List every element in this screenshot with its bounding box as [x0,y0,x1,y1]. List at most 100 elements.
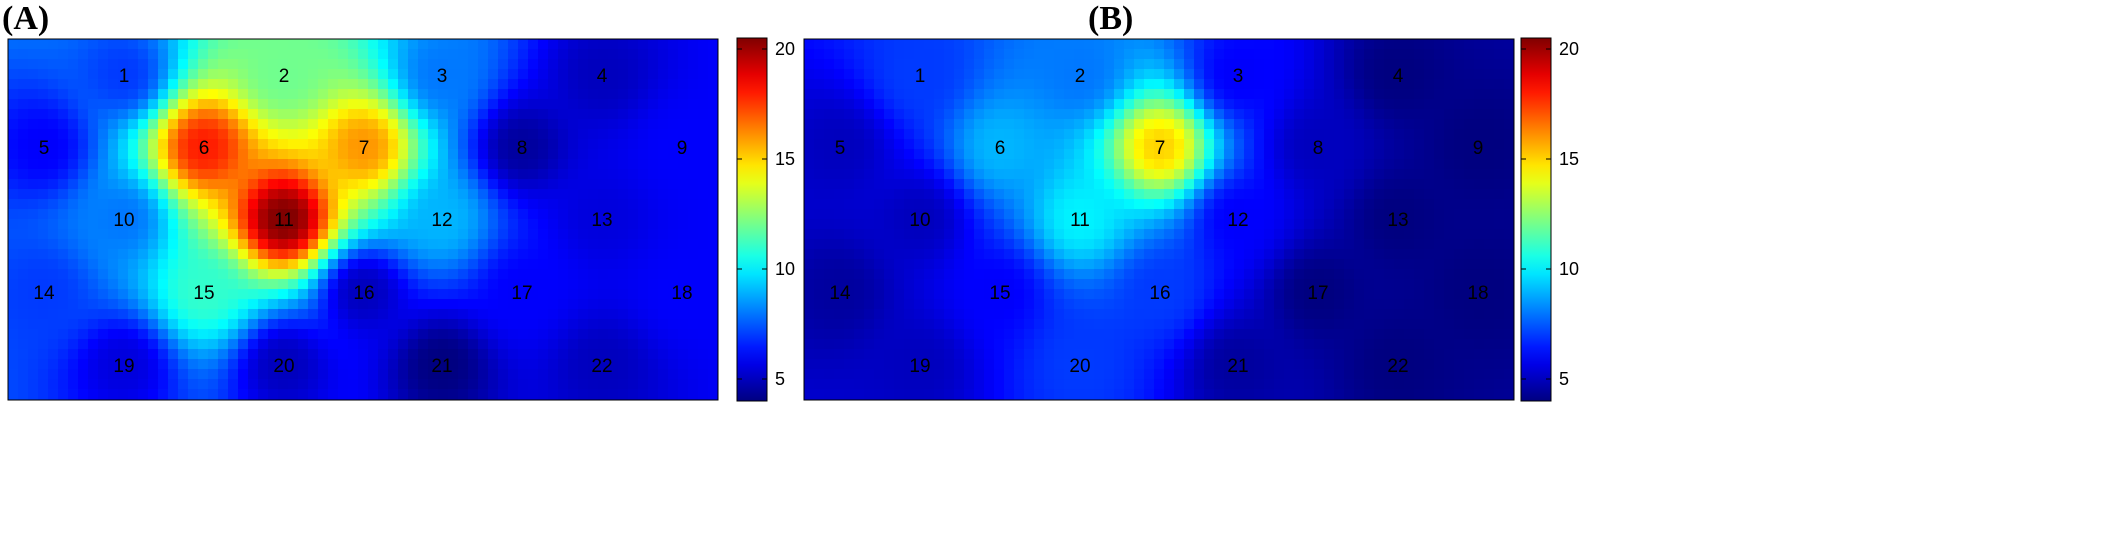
heatmap-cell [1384,339,1395,350]
heatmap-cell [1134,79,1145,90]
heatmap-cell [1274,169,1285,180]
heatmap-cell [228,159,239,170]
heatmap-cell [1004,249,1015,260]
heatmap-cell [388,59,399,70]
heatmap-cell [538,49,549,60]
heatmap-cell [308,69,319,80]
heatmap-cell [88,99,99,110]
heatmap-cell [698,99,709,110]
heatmap-cell [1194,249,1205,260]
heatmap-cell [924,199,935,210]
heatmap-cell [1234,119,1245,130]
heatmap-cell [48,299,59,310]
heatmap-cell [1384,39,1395,50]
heatmap-cell [338,329,349,340]
heatmap-cell [1404,229,1415,240]
heatmap-cell [448,379,459,390]
heatmap-cell [1004,139,1015,150]
heatmap-cell [238,199,249,210]
heatmap-cell [558,79,569,90]
heatmap-cell [1224,339,1235,350]
heatmap-cell [668,69,679,80]
heatmap-cell [458,129,469,140]
heatmap-cell [1504,269,1514,280]
heatmap-cell [608,379,619,390]
heatmap-cell [974,139,985,150]
heatmap-cell [88,339,99,350]
heatmap-cell [588,319,599,330]
heatmap-cell [118,309,129,320]
heatmap-cell [118,389,129,400]
heatmap-cell [1424,289,1435,300]
heatmap-cell [1274,339,1285,350]
heatmap-cell [1374,359,1385,370]
heatmap-cell [178,239,189,250]
heatmap-cell [894,209,905,220]
heatmap-cell [78,209,89,220]
heatmap-cell [844,149,855,160]
heatmap-cell [238,149,249,160]
heatmap-cell [1114,89,1125,100]
heatmap-cell [378,319,389,330]
heatmap-cell [1064,279,1075,290]
heatmap-cell [1294,59,1305,70]
heatmap-cell [994,159,1005,170]
heatmap-cell [348,259,359,270]
heatmap-cell [984,169,995,180]
heatmap-cell [378,199,389,210]
heatmap-cell [588,389,599,400]
heatmap-cell [348,169,359,180]
heatmap-cell [1254,309,1265,320]
heatmap-cell [1034,259,1045,270]
heatmap-cell [8,329,19,340]
heatmap-cell [1384,229,1395,240]
heatmap-cell [1464,269,1475,280]
heatmap-cell [1094,219,1105,230]
heatmap-cell [88,309,99,320]
heatmap-cell [368,289,379,300]
heatmap-cell [1314,189,1325,200]
heatmap-cell [18,129,29,140]
heatmap-cell [1114,69,1125,80]
heatmap-cell [398,339,409,350]
heatmap-cell [418,259,429,270]
heatmap-cell [588,219,599,230]
heatmap-cell [1064,39,1075,50]
heatmap-cell [1344,259,1355,270]
heatmap-cell [678,299,689,310]
heatmap-cell [844,309,855,320]
heatmap-cell [1104,59,1115,70]
heatmap-cell [1194,239,1205,250]
heatmap-cell [448,369,459,380]
heatmap-cell [1374,329,1385,340]
heatmap-cell [1284,89,1295,100]
heatmap-cell [1254,119,1265,130]
heatmap-cell [1384,79,1395,90]
heatmap-cell [1024,259,1035,270]
heatmap-cell [618,159,629,170]
heatmap-cell [318,289,329,300]
heatmap-cell [548,219,559,230]
heatmap-cell [388,39,399,50]
heatmap-cell [268,309,279,320]
heatmap-cell [578,189,589,200]
heatmap-cell [1334,249,1345,260]
heatmap-cell [1154,159,1165,170]
heatmap-cell [1154,79,1165,90]
heatmap-cell [1454,349,1465,360]
heatmap-cell [38,269,49,280]
heatmap-cell [678,349,689,360]
heatmap-cell [1364,189,1375,200]
heatmap-cell [628,359,639,370]
heatmap-cell [1204,219,1215,230]
heatmap-cell [508,319,519,330]
heatmap-cell [1224,359,1235,370]
heatmap-cell [138,379,149,390]
heatmap-cell [954,39,965,50]
heatmap-cell [1394,159,1405,170]
heatmap-cell [688,219,699,230]
heatmap-cell [308,339,319,350]
heatmap-cell [1244,279,1255,290]
heatmap-cell [568,349,579,360]
heatmap-cell [1184,39,1195,50]
